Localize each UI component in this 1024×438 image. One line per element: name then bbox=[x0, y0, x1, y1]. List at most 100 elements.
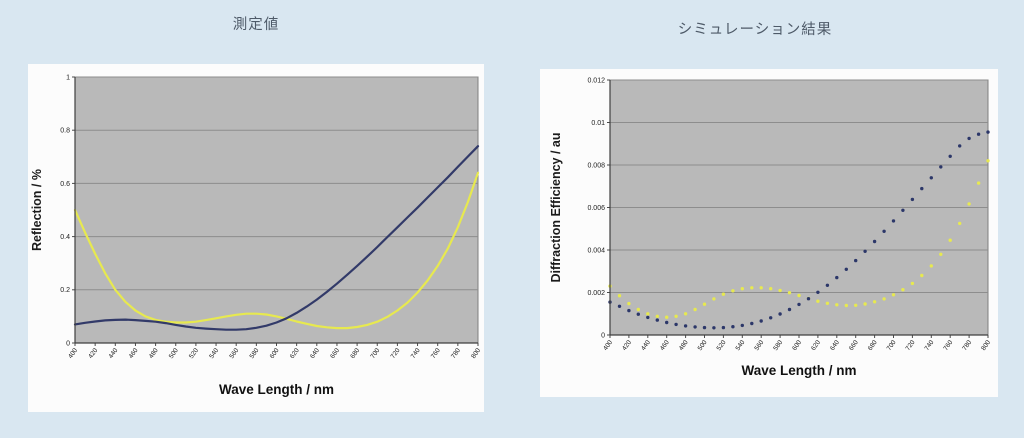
data-dot bbox=[778, 312, 782, 316]
data-dot bbox=[806, 297, 811, 301]
data-dot bbox=[967, 202, 971, 206]
x-tick-label: 420 bbox=[621, 339, 633, 352]
measured-chart-plot: 0 0.2 0.4 0.6 0.8 1 400 420 440 460 480 500 520 540 56… bbox=[30, 74, 482, 397]
data-dot bbox=[750, 321, 754, 326]
x-tick-label: 660 bbox=[329, 347, 341, 360]
data-dot bbox=[627, 301, 631, 306]
x-tick-label: 560 bbox=[753, 339, 765, 352]
x-tick-label: 480 bbox=[678, 339, 690, 352]
data-dot bbox=[683, 312, 688, 316]
data-dot bbox=[844, 303, 848, 308]
data-dot bbox=[891, 219, 896, 223]
data-dot bbox=[712, 297, 716, 301]
data-dot bbox=[702, 325, 707, 330]
y-tick-label: 0.008 bbox=[587, 162, 605, 169]
y-axis-title: Reflection / % bbox=[30, 169, 44, 251]
data-dot bbox=[958, 144, 962, 148]
data-dot bbox=[787, 291, 792, 295]
data-dot bbox=[825, 283, 830, 287]
data-dot bbox=[693, 307, 697, 312]
data-dot bbox=[731, 325, 735, 329]
data-dot bbox=[835, 303, 839, 307]
data-dot bbox=[646, 312, 650, 316]
data-dot bbox=[778, 288, 782, 293]
data-dot bbox=[939, 165, 943, 169]
data-dot bbox=[901, 288, 905, 292]
data-dot bbox=[769, 287, 773, 291]
x-tick-label: 680 bbox=[867, 339, 879, 352]
x-tick-label: 420 bbox=[87, 347, 99, 360]
data-dot bbox=[863, 249, 867, 253]
x-tick-label: 740 bbox=[410, 347, 422, 360]
data-dot bbox=[882, 297, 886, 301]
y-tick-label: 0.2 bbox=[60, 287, 70, 294]
x-tick-label: 460 bbox=[128, 347, 140, 360]
x-tick-label: 440 bbox=[107, 347, 119, 360]
yellow-measured-line bbox=[73, 171, 480, 330]
data-dot bbox=[816, 299, 820, 303]
x-tick-label: 600 bbox=[791, 339, 803, 352]
x-tick-label: 620 bbox=[289, 347, 301, 360]
data-dot bbox=[655, 318, 659, 322]
simulation-chart-title: シミュレーション結果 bbox=[677, 22, 833, 38]
data-dot bbox=[967, 136, 971, 141]
y-tick-label: 0.012 bbox=[587, 77, 605, 84]
x-tick-label: 560 bbox=[228, 347, 240, 360]
data-dot bbox=[901, 208, 905, 212]
navy-simulated-dots bbox=[608, 130, 990, 330]
y-tick-label: 0 bbox=[601, 332, 605, 339]
data-dot bbox=[816, 290, 820, 294]
data-dot bbox=[986, 159, 990, 163]
data-dot bbox=[636, 312, 640, 316]
x-tick-label: 720 bbox=[905, 339, 917, 352]
x-tick-label: 640 bbox=[829, 339, 841, 352]
data-dot bbox=[958, 221, 962, 226]
data-dot bbox=[854, 303, 858, 307]
x-tick-label: 780 bbox=[450, 347, 462, 360]
x-tick-label: 500 bbox=[697, 339, 709, 352]
data-dot bbox=[939, 252, 943, 256]
data-dot bbox=[740, 323, 744, 328]
data-dot bbox=[617, 304, 622, 308]
x-tick-label: 440 bbox=[640, 339, 652, 352]
x-tick-label: 540 bbox=[734, 339, 746, 352]
x-tick-label: 700 bbox=[886, 339, 898, 352]
data-dot bbox=[759, 319, 763, 323]
measured-chart-title: 測定値 bbox=[232, 17, 280, 33]
data-dot bbox=[759, 286, 763, 290]
data-dot bbox=[872, 300, 877, 304]
x-tick-label: 400 bbox=[67, 347, 79, 360]
x-tick-label: 720 bbox=[390, 347, 402, 360]
data-dot bbox=[674, 314, 678, 318]
data-dot bbox=[854, 258, 858, 263]
x-tick-label: 760 bbox=[942, 339, 954, 352]
data-dot bbox=[891, 293, 896, 297]
x-tick-label: 740 bbox=[923, 339, 935, 352]
navy-measured-line bbox=[73, 145, 480, 331]
y-axis-title: Diffraction Efficiency / au bbox=[549, 132, 563, 282]
data-dot bbox=[683, 324, 688, 328]
measured-chart-panel: 0 0.2 0.4 0.6 0.8 1 400 420 440 460 480 500 520 540 56… bbox=[28, 64, 484, 412]
simulation-chart-plot: 0 0.002 0.004 0.006 0.008 0.01 0.012 400 420 440 4… bbox=[549, 77, 992, 378]
x-tick-label: 600 bbox=[269, 347, 281, 360]
x-tick-label: 520 bbox=[188, 347, 200, 360]
x-tick-label: 580 bbox=[249, 347, 261, 360]
data-dot bbox=[674, 322, 678, 327]
data-dot bbox=[769, 316, 773, 320]
data-dot bbox=[863, 302, 867, 306]
data-dot bbox=[872, 239, 877, 244]
x-tick-label: 400 bbox=[602, 339, 614, 352]
x-tick-label: 700 bbox=[369, 347, 381, 360]
data-dot bbox=[929, 264, 933, 268]
x-tick-label: 780 bbox=[961, 339, 973, 352]
y-tick-label: 0.004 bbox=[587, 247, 605, 254]
x-axis-title: Wave Length / nm bbox=[219, 382, 334, 397]
x-tick-label: 580 bbox=[772, 339, 784, 352]
x-tick-label: 460 bbox=[659, 339, 671, 352]
x-tick-label: 800 bbox=[980, 339, 992, 352]
data-dot bbox=[910, 281, 915, 286]
data-dot bbox=[750, 286, 754, 290]
data-dot bbox=[665, 320, 669, 325]
data-dot bbox=[627, 308, 631, 313]
